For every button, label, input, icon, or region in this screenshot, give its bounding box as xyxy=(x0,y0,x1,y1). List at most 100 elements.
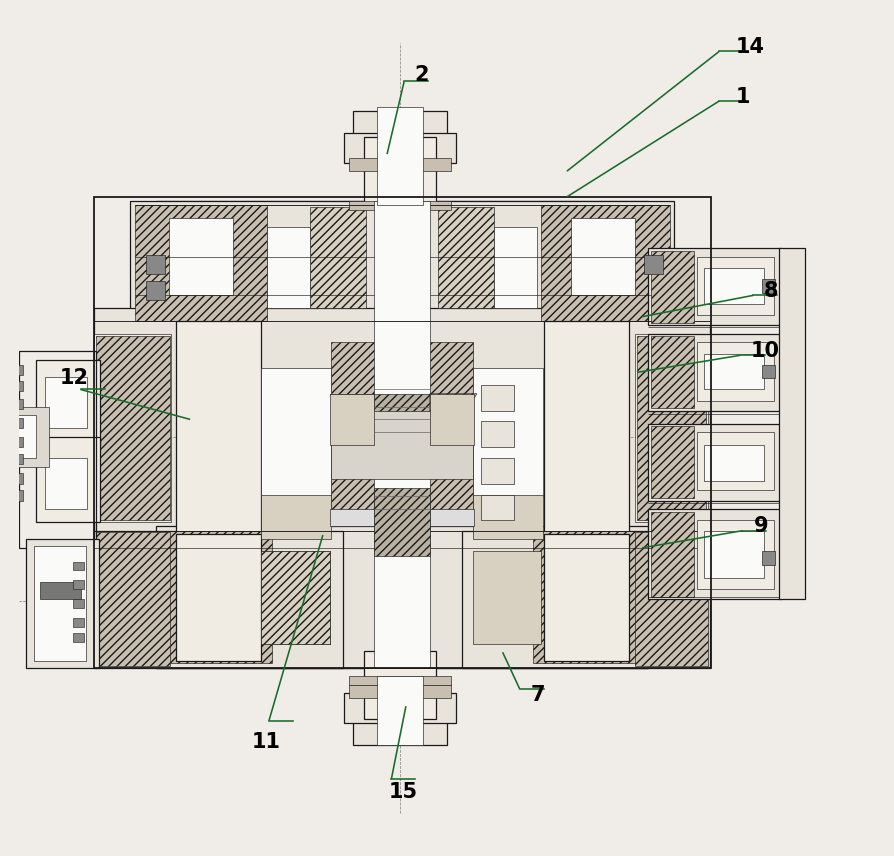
Bar xyxy=(40,582,81,599)
Bar xyxy=(11,399,23,409)
Bar xyxy=(330,509,375,526)
Bar xyxy=(95,531,342,668)
Bar xyxy=(376,676,423,745)
Bar xyxy=(349,676,451,685)
Bar xyxy=(175,534,261,661)
Bar xyxy=(36,437,100,522)
Bar xyxy=(146,281,164,300)
Bar xyxy=(11,454,23,464)
Bar xyxy=(332,411,473,479)
Bar xyxy=(648,509,780,599)
Text: 8: 8 xyxy=(763,281,778,301)
Bar xyxy=(375,201,430,668)
Bar xyxy=(330,394,375,445)
Bar xyxy=(73,599,84,608)
Bar xyxy=(430,394,475,445)
Bar xyxy=(544,534,629,661)
Bar xyxy=(644,255,662,274)
Text: 2: 2 xyxy=(415,65,429,86)
Bar xyxy=(349,201,451,210)
Bar xyxy=(481,495,514,520)
Bar xyxy=(332,342,378,514)
Bar xyxy=(494,227,537,308)
Bar xyxy=(571,218,636,295)
Bar xyxy=(473,368,543,496)
Bar xyxy=(704,354,763,389)
Bar xyxy=(651,426,694,498)
Bar xyxy=(146,255,164,274)
Bar xyxy=(762,365,775,378)
Bar xyxy=(26,539,98,668)
Bar xyxy=(651,251,694,323)
Bar xyxy=(375,488,430,556)
Bar xyxy=(11,381,23,391)
Bar xyxy=(762,551,775,565)
Bar xyxy=(533,531,644,663)
Bar xyxy=(344,133,456,163)
Bar xyxy=(704,531,763,578)
Text: 10: 10 xyxy=(751,341,780,361)
Bar xyxy=(648,334,780,411)
Bar xyxy=(426,342,473,514)
Bar xyxy=(544,321,629,535)
Bar xyxy=(704,268,763,304)
Bar xyxy=(353,719,447,745)
Bar xyxy=(73,580,84,589)
Bar xyxy=(45,377,88,428)
Bar xyxy=(364,137,436,205)
Bar xyxy=(780,248,805,599)
Bar xyxy=(704,445,763,481)
Bar xyxy=(156,526,648,668)
Bar xyxy=(261,368,332,496)
Bar xyxy=(375,394,430,467)
Bar xyxy=(11,418,23,428)
Bar xyxy=(156,317,648,531)
Bar xyxy=(73,562,84,570)
Text: 15: 15 xyxy=(389,782,417,802)
Bar xyxy=(541,205,670,321)
Text: 7: 7 xyxy=(531,685,545,705)
Bar xyxy=(45,458,88,509)
Bar xyxy=(261,551,330,644)
Bar xyxy=(344,693,456,723)
Bar xyxy=(96,336,170,520)
Bar xyxy=(648,424,780,501)
Bar xyxy=(11,415,36,458)
Bar xyxy=(697,432,774,490)
Bar xyxy=(430,509,475,526)
Bar xyxy=(473,495,543,539)
Polygon shape xyxy=(430,394,477,467)
Bar xyxy=(636,334,708,522)
Text: 12: 12 xyxy=(60,368,89,389)
Text: 1: 1 xyxy=(736,86,750,107)
Bar xyxy=(349,685,451,698)
Bar xyxy=(11,437,23,447)
Bar xyxy=(697,520,774,589)
Bar xyxy=(19,351,96,548)
Bar xyxy=(697,257,774,315)
Bar xyxy=(36,360,100,445)
Bar xyxy=(418,308,710,548)
Polygon shape xyxy=(330,394,375,467)
Bar xyxy=(353,111,447,137)
Bar xyxy=(2,407,49,467)
Bar xyxy=(651,336,694,408)
Bar xyxy=(11,473,23,484)
Bar xyxy=(156,201,648,668)
Bar xyxy=(438,207,494,308)
Bar xyxy=(651,512,694,597)
Bar xyxy=(73,633,84,642)
Bar xyxy=(349,158,451,171)
Bar xyxy=(481,421,514,447)
Bar xyxy=(461,531,710,668)
Bar xyxy=(11,365,23,375)
Bar xyxy=(261,495,332,539)
Bar xyxy=(131,201,674,325)
Bar xyxy=(95,308,385,548)
Bar xyxy=(95,334,172,522)
Bar xyxy=(636,532,708,666)
Bar xyxy=(364,693,436,719)
Text: 14: 14 xyxy=(736,37,764,57)
Bar xyxy=(473,551,541,644)
Bar xyxy=(267,227,310,308)
